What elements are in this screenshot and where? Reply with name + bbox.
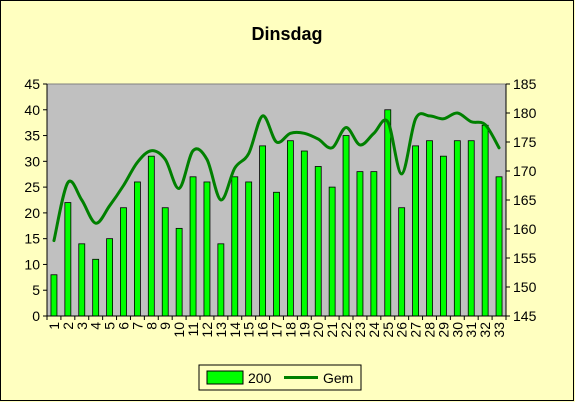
bar-18 [287,140,294,317]
x-tick-label: 22 [338,322,354,338]
x-tick-label: 31 [463,322,479,338]
series-line-gem [52,111,501,243]
x-tick-label: 11 [185,322,201,337]
bar-24 [370,171,378,317]
legend-swatch-200 [206,370,244,385]
bar-22 [342,135,350,317]
bar-20 [314,166,322,317]
bar-27 [412,145,419,317]
x-tick-label: 2 [60,322,76,330]
y-tick-label: 5 [32,282,40,298]
bar-11 [189,176,197,317]
y2-tick-label: 160 [513,221,537,237]
bar-7 [134,181,141,317]
bar-12 [203,181,211,317]
y2-tick-label: 155 [513,250,537,266]
x-tick-label: 28 [422,322,438,338]
bar-25 [384,109,392,317]
x-tick-label: 4 [88,322,104,330]
x-tick-label: 32 [477,322,493,338]
bar-4 [92,258,100,317]
bar-10 [175,227,183,317]
bar-9 [161,207,169,317]
y-tick-label: 15 [24,231,40,247]
bar-16 [259,145,266,317]
x-tick-label: 8 [143,322,159,330]
x-tick-label: 1 [46,322,62,330]
bar-1 [50,274,58,317]
bar-31 [467,140,475,317]
bar-14 [231,176,239,317]
bar-15 [245,181,253,317]
axes-layer: 0510152025303540451451501551601651701751… [24,76,536,338]
x-tick-label: 30 [449,322,465,338]
x-tick-label: 33 [491,322,507,338]
y2-tick-label: 180 [513,105,537,121]
y-tick-label: 40 [24,102,40,118]
bar-33 [495,176,503,317]
y2-tick-label: 170 [513,163,537,179]
x-tick-label: 16 [255,322,271,338]
bar-5 [106,238,113,317]
x-tick-label: 29 [435,322,451,338]
y2-tick-label: 145 [513,308,537,324]
y-tick-label: 0 [32,308,40,324]
x-tick-label: 19 [296,322,312,338]
y-tick-label: 25 [24,179,40,195]
bar-21 [328,186,336,317]
x-tick-label: 18 [282,322,298,338]
x-tick-label: 10 [171,322,187,338]
chart-title: Dinsdag [251,24,322,44]
bar-26 [398,207,406,317]
x-tick-label: 5 [102,322,118,330]
bar-23 [356,171,364,317]
bar-32 [481,124,489,317]
bar-8 [147,155,155,317]
x-tick-label: 20 [310,322,326,338]
x-tick-label: 7 [129,322,145,330]
y-tick-label: 30 [24,153,40,169]
x-tick-label: 12 [199,322,215,338]
x-tick-label: 21 [324,322,340,338]
x-tick-label: 6 [116,322,132,330]
bar-13 [217,243,225,317]
y2-tick-label: 150 [513,279,537,295]
y2-tick-label: 175 [513,134,537,150]
x-tick-label: 17 [269,322,285,338]
y2-tick-label: 165 [513,192,537,208]
x-tick-label: 9 [157,322,173,330]
legend-label-200: 200 [248,370,272,386]
x-tick-label: 26 [394,322,410,338]
line-layer [52,111,501,243]
bar-29 [440,155,447,317]
bar-2 [64,202,72,317]
y-tick-label: 35 [24,128,40,144]
bars-layer [50,109,503,317]
x-tick-label: 25 [380,322,396,338]
x-tick-label: 27 [408,322,424,338]
legend-label-gem: Gem [323,370,353,386]
y-tick-label: 20 [24,205,40,221]
legend-box [198,364,362,391]
x-tick-label: 15 [241,322,257,338]
bar-17 [273,191,280,317]
bar-3 [78,243,86,317]
x-tick-label: 14 [227,322,243,338]
y2-tick-label: 185 [513,76,537,92]
bar-6 [120,207,127,317]
bar-28 [426,140,433,317]
legend: 200 Gem [198,364,362,391]
y-tick-label: 45 [24,76,40,92]
x-tick-label: 3 [74,322,90,330]
x-tick-label: 24 [366,322,382,338]
x-tick-label: 13 [213,322,229,338]
bar-30 [453,140,461,317]
x-tick-label: 23 [352,322,368,338]
y-tick-label: 10 [24,256,40,272]
bar-19 [300,150,308,317]
